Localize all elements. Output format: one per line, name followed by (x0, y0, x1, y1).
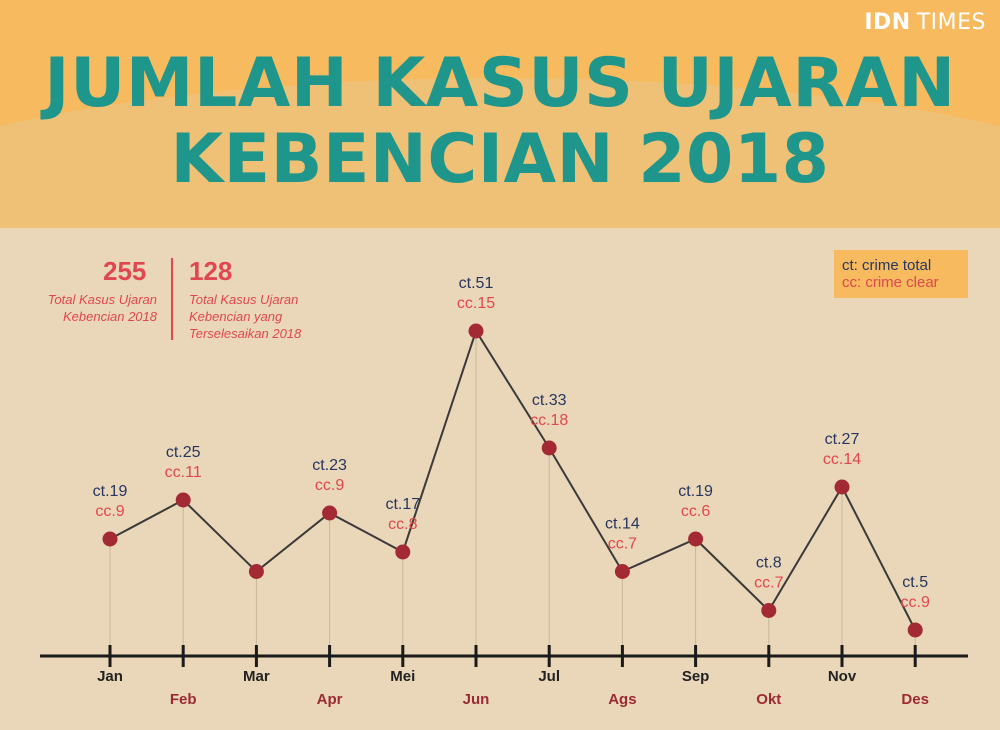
x-tick-label: Nov (828, 668, 857, 685)
data-point (102, 531, 118, 547)
data-label-cc: cc.14 (823, 451, 861, 468)
solved-cases-label-line: Terselesaikan 2018 (189, 326, 302, 341)
x-tick-label: Jul (538, 668, 560, 685)
x-tick-label: Jan (97, 668, 123, 685)
x-tick-label: Apr (317, 691, 343, 708)
x-tick-label: Jun (463, 691, 490, 708)
data-point (614, 564, 630, 579)
data-label-cc: cc.9 (95, 503, 124, 520)
data-label-cc: cc.9 (315, 477, 344, 494)
data-label-cc: cc.9 (901, 594, 930, 611)
data-point (541, 440, 557, 456)
x-tick-label: Ags (608, 691, 636, 708)
data-point (322, 505, 338, 521)
stat-divider (171, 258, 173, 340)
data-point (175, 492, 191, 508)
data-point (761, 603, 777, 618)
data-label-ct: ct.23 (312, 457, 347, 474)
total-cases-value: 255 (103, 256, 147, 286)
legend-cc: cc: crime clear (842, 274, 939, 291)
data-label-ct: ct.25 (166, 444, 201, 461)
legend-ct: ct: crime total (842, 257, 932, 274)
x-tick-label: Okt (756, 691, 781, 708)
x-tick-label: Feb (170, 691, 197, 708)
data-label-ct: ct.14 (605, 516, 640, 533)
data-label-ct: ct.19 (93, 483, 128, 500)
data-label-cc: cc.18 (530, 412, 568, 429)
header-banner: IDN TIMES JUMLAH KASUS UJARAN KEBENCIAN 2… (0, 0, 1000, 228)
data-label-cc: cc.15 (457, 295, 495, 312)
data-label-cc: cc.6 (681, 503, 710, 520)
title-line-2: KEBENCIAN 2018 (170, 120, 830, 199)
solved-cases-label-line: Total Kasus Ujaran (189, 292, 299, 307)
data-point (468, 323, 484, 339)
data-point (688, 531, 704, 547)
solved-cases-label: Total Kasus Ujaran Kebencian yang Tersel… (189, 291, 369, 342)
data-label-ct: ct.51 (459, 275, 494, 292)
data-label-ct: ct.27 (825, 431, 860, 448)
chart-legend: ct: crime total cc: crime clear (834, 250, 968, 298)
data-point (834, 479, 850, 495)
total-cases-label-line: Kebencian 2018 (63, 309, 157, 324)
x-tick-label: Mar (243, 668, 270, 685)
solved-cases-value: 128 (189, 256, 233, 286)
series-line-ct (109, 328, 917, 631)
data-label-ct: ct.5 (902, 574, 928, 591)
brand-logo-part2: TIMES (916, 10, 986, 35)
data-label-cc: cc.7 (754, 575, 783, 592)
data-point (248, 564, 264, 579)
data-label-cc: cc.7 (608, 536, 637, 553)
page-title: JUMLAH KASUS UJARAN KEBENCIAN 2018 (0, 46, 1000, 198)
data-label-ct: ct.8 (756, 555, 782, 572)
data-label-cc: cc.11 (165, 464, 202, 481)
x-tick-label: Des (901, 691, 929, 708)
x-tick-label: Sep (682, 668, 710, 685)
title-line-1: JUMLAH KASUS UJARAN (44, 44, 956, 123)
solved-cases-label-line: Kebencian yang (189, 309, 283, 324)
total-cases-label-line: Total Kasus Ujaran (47, 292, 157, 307)
brand-logo: IDN TIMES (864, 10, 986, 35)
data-point (395, 544, 411, 560)
data-label-cc: cc.8 (388, 516, 417, 533)
header-hill-shape (0, 78, 1000, 228)
brand-logo-part1: IDN (864, 10, 911, 35)
x-tick-label: Mei (390, 668, 415, 685)
data-point (907, 622, 923, 638)
data-label-ct: ct.33 (532, 392, 567, 409)
data-label-ct: ct.17 (385, 496, 420, 513)
total-cases-label: Total Kasus Ujaran Kebencian 2018 (0, 291, 157, 325)
data-label-ct: ct.19 (678, 483, 713, 500)
